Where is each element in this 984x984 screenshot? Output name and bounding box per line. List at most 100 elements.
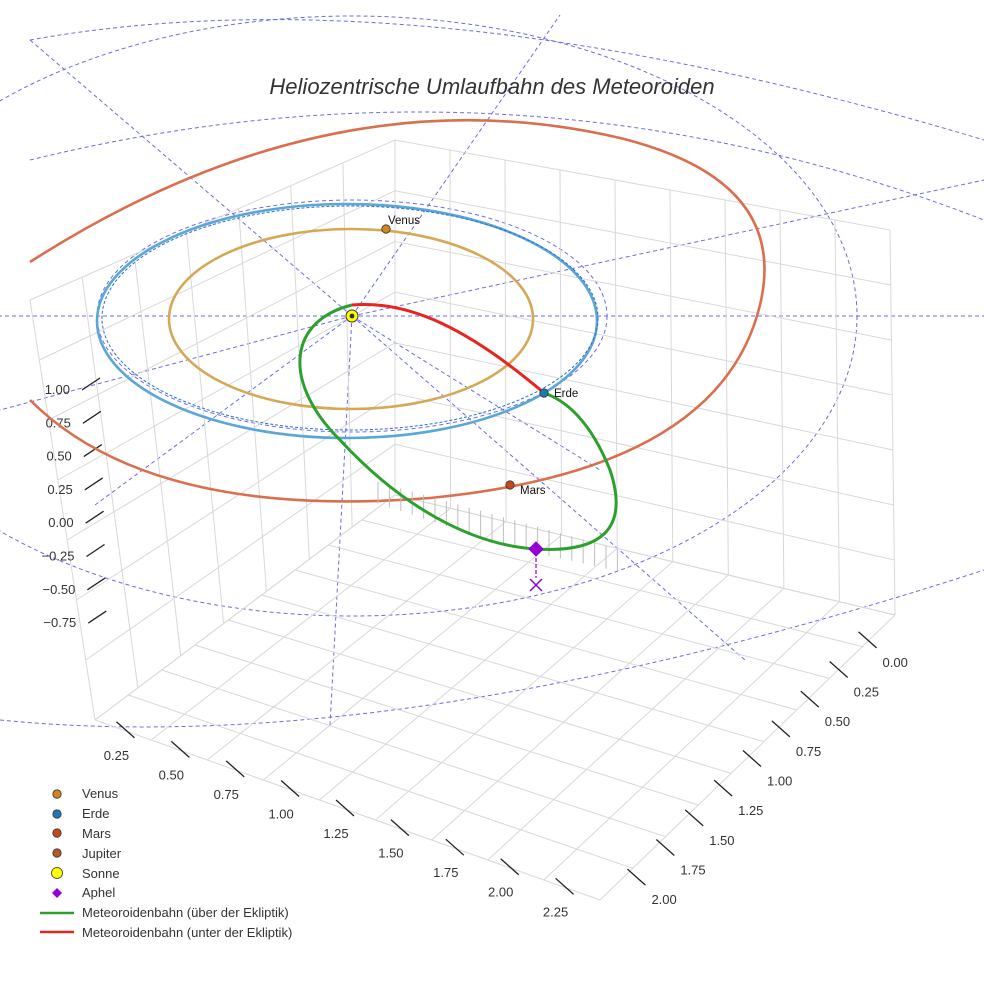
erde-orbit [95, 202, 599, 440]
diamond-legend-icon [52, 887, 62, 898]
grid-line [294, 569, 797, 711]
grid-line [263, 534, 562, 781]
grid-line [194, 644, 699, 806]
x-tick-label: 1.25 [323, 826, 348, 841]
grid-line [29, 139, 396, 301]
grid-line [39, 190, 396, 361]
x-tick [116, 721, 135, 739]
ecliptic-ray [351, 315, 746, 661]
erde-orbit-trace [101, 205, 599, 431]
z-tick [83, 444, 103, 458]
legend: Venus Erde Mars Jupiter Sonne Aphel Meteoroide… [38, 784, 292, 942]
grid-line [543, 601, 840, 881]
legend-dot-symbol [52, 789, 62, 799]
x-tick-label: 0.50 [159, 767, 184, 782]
grid-line [487, 587, 785, 861]
ecliptic-arc [29, 19, 984, 141]
y-tick-label: 0.00 [883, 655, 908, 670]
legend-item[interactable]: Meteoroidenbahn (unter der Ekliptik) [38, 923, 292, 943]
y-tick-label: 1.50 [709, 833, 734, 848]
x-tick-label: 1.75 [433, 865, 458, 880]
x-tick [280, 779, 300, 797]
y-tick [742, 750, 762, 767]
legend-diamond-symbol [52, 887, 62, 898]
mars-label: Mars [520, 485, 546, 497]
axis-ticks: 1.00 0.75 0.50 0.25 0.00 −0.25 −0.50 −0.75 0.25 0… [42, 377, 908, 919]
mars-orbit [29, 118, 766, 503]
bodies: Venus Erde Mars [345, 215, 578, 592]
x-tick [170, 740, 190, 758]
x-tick-label: 1.50 [378, 846, 403, 861]
legend-item[interactable]: Venus [38, 784, 292, 804]
orbits [29, 118, 766, 503]
grid-line [57, 291, 396, 481]
line-legend-icon [40, 931, 74, 934]
grid-line [94, 494, 396, 721]
grid-line [185, 231, 225, 624]
y-tick [684, 809, 704, 827]
z-tick-label: 0.25 [47, 482, 72, 497]
legend-item[interactable]: Sonne [38, 863, 292, 883]
x-tick [390, 819, 410, 837]
legend-item[interactable]: Aphel [38, 883, 292, 903]
legend-item[interactable]: Meteoroidenbahn (über der Ekliptik) [38, 903, 292, 923]
grid-line [394, 240, 892, 341]
grid-line [361, 519, 863, 648]
grid-line [394, 393, 894, 506]
meteoroid-orbit-above [298, 303, 618, 551]
grid-line [238, 208, 267, 592]
grid-line [261, 594, 765, 743]
dot-legend-icon [52, 828, 62, 839]
grid-line [394, 291, 893, 396]
legend-item[interactable]: Mars [38, 824, 292, 844]
z-tick-label: 0.50 [46, 449, 71, 464]
x-tick [445, 838, 465, 856]
line-legend-icon [40, 911, 74, 914]
legend-label: Jupiter [82, 845, 122, 861]
z-tick-label: −0.75 [43, 615, 76, 630]
grid-line [834, 219, 840, 602]
grid-line [206, 521, 507, 761]
ecliptic-ray [329, 315, 353, 726]
x-tick-label: 0.25 [104, 748, 129, 763]
erde-label: Erde [554, 388, 578, 400]
grid-line [328, 544, 830, 679]
grid-line [724, 199, 729, 576]
sun-legend-icon [51, 867, 63, 879]
grid-line [394, 139, 891, 231]
ecliptic-ray [351, 14, 561, 317]
grid-line [669, 189, 674, 562]
legend-label: Venus [82, 786, 119, 802]
aphel-marker [528, 541, 544, 557]
grid-line [394, 443, 895, 561]
legend-sun-symbol [51, 867, 63, 879]
z-tick [82, 410, 102, 424]
ecliptic-guide-lines [0, 14, 984, 728]
y-tick-label: 2.00 [651, 892, 676, 907]
grid-line [81, 277, 139, 688]
grid-line [48, 240, 396, 421]
y-tick-label: 1.25 [738, 803, 763, 818]
grid-line [29, 299, 96, 721]
z-tick-label: −0.25 [42, 549, 75, 564]
grid-line [779, 209, 785, 589]
x-tick [500, 858, 520, 876]
y-tick [713, 779, 733, 797]
grid-line [319, 547, 618, 801]
dot-legend-icon [52, 809, 62, 819]
grid-line [228, 619, 732, 774]
venus-orbit [167, 227, 535, 411]
legend-item[interactable]: Jupiter [38, 843, 292, 863]
y-tick [655, 839, 675, 856]
z-tick [86, 543, 105, 558]
grid-line [394, 342, 893, 451]
chart-title: Heliozentrische Umlaufbahn des Meteoroid… [269, 74, 715, 99]
dot-legend-icon [52, 789, 62, 799]
grid-line [128, 694, 633, 869]
grid-line [150, 507, 451, 741]
grid-line [431, 574, 729, 841]
grid-line [599, 614, 896, 901]
grid-line [133, 254, 182, 656]
legend-item[interactable]: Erde [38, 804, 292, 824]
